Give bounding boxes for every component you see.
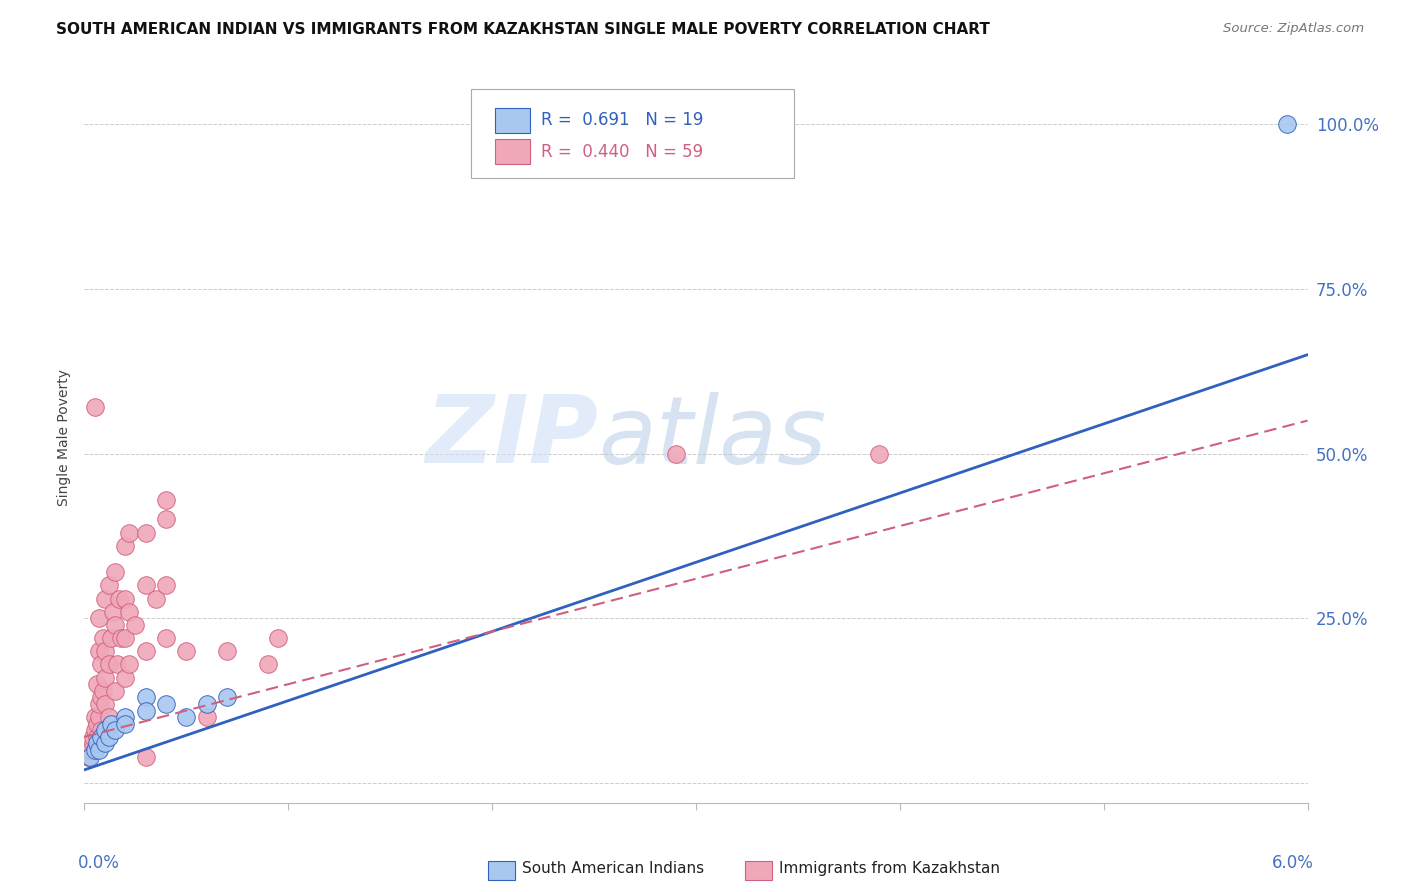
Point — [1277, 117, 1299, 131]
Point — [108, 591, 131, 606]
Point — [110, 631, 132, 645]
Point — [93, 644, 117, 658]
Point — [93, 591, 117, 606]
Point — [135, 578, 157, 592]
Point — [82, 737, 104, 751]
Point — [114, 591, 136, 606]
Point — [90, 730, 112, 744]
Point — [104, 723, 127, 738]
Point — [79, 743, 101, 757]
Point — [665, 446, 688, 460]
Point — [104, 565, 127, 579]
Point — [114, 631, 136, 645]
Point — [104, 618, 127, 632]
Point — [83, 710, 105, 724]
Point — [83, 743, 105, 757]
Point — [87, 697, 110, 711]
Text: atlas: atlas — [598, 392, 827, 483]
Text: R =  0.691   N = 19: R = 0.691 N = 19 — [541, 112, 703, 129]
Point — [87, 644, 110, 658]
Point — [83, 723, 105, 738]
Point — [100, 716, 122, 731]
Point — [79, 749, 101, 764]
Point — [114, 716, 136, 731]
Point — [114, 671, 136, 685]
Text: ZIP: ZIP — [425, 391, 598, 483]
Point — [118, 657, 141, 672]
Point — [83, 401, 105, 415]
Text: Source: ZipAtlas.com: Source: ZipAtlas.com — [1223, 22, 1364, 36]
Point — [135, 704, 157, 718]
Point — [87, 611, 110, 625]
Point — [101, 605, 124, 619]
Text: 0.0%: 0.0% — [79, 854, 120, 872]
Text: R =  0.440   N = 59: R = 0.440 N = 59 — [541, 143, 703, 161]
Point — [195, 710, 218, 724]
Point — [135, 644, 157, 658]
Point — [114, 539, 136, 553]
Point — [118, 605, 141, 619]
Point — [86, 730, 108, 744]
Y-axis label: Single Male Poverty: Single Male Poverty — [58, 368, 72, 506]
Point — [90, 690, 112, 705]
Point — [135, 525, 157, 540]
Point — [135, 690, 157, 705]
Point — [93, 697, 117, 711]
Point — [93, 671, 117, 685]
Point — [90, 723, 112, 738]
Point — [176, 710, 198, 724]
Point — [217, 690, 239, 705]
Point — [93, 737, 117, 751]
Text: South American Indians: South American Indians — [522, 861, 704, 876]
Point — [97, 710, 120, 724]
Point — [155, 631, 177, 645]
Point — [91, 683, 114, 698]
Point — [155, 492, 177, 507]
Point — [77, 749, 100, 764]
Text: Immigrants from Kazakhstan: Immigrants from Kazakhstan — [779, 861, 1000, 876]
Point — [155, 512, 177, 526]
Point — [118, 525, 141, 540]
Point — [145, 591, 167, 606]
Point — [87, 710, 110, 724]
Point — [86, 716, 108, 731]
Point — [114, 710, 136, 724]
Point — [87, 743, 110, 757]
Point — [257, 657, 280, 672]
Point — [135, 749, 157, 764]
Point — [124, 618, 146, 632]
Point — [86, 677, 108, 691]
FancyBboxPatch shape — [745, 861, 772, 880]
Point — [267, 631, 290, 645]
Point — [155, 697, 177, 711]
Point — [97, 657, 120, 672]
Text: SOUTH AMERICAN INDIAN VS IMMIGRANTS FROM KAZAKHSTAN SINGLE MALE POVERTY CORRELAT: SOUTH AMERICAN INDIAN VS IMMIGRANTS FROM… — [56, 22, 990, 37]
Point — [100, 631, 122, 645]
Point — [155, 578, 177, 592]
Point — [91, 631, 114, 645]
Point — [90, 657, 112, 672]
Text: 6.0%: 6.0% — [1272, 854, 1313, 872]
Point — [195, 697, 218, 711]
Point — [869, 446, 891, 460]
Point — [93, 723, 117, 738]
FancyBboxPatch shape — [488, 861, 515, 880]
Point — [105, 657, 128, 672]
Point — [217, 644, 239, 658]
Point — [83, 743, 105, 757]
Point — [82, 730, 104, 744]
Point — [104, 683, 127, 698]
Point — [176, 644, 198, 658]
Point — [97, 730, 120, 744]
Point — [97, 578, 120, 592]
Point — [86, 737, 108, 751]
